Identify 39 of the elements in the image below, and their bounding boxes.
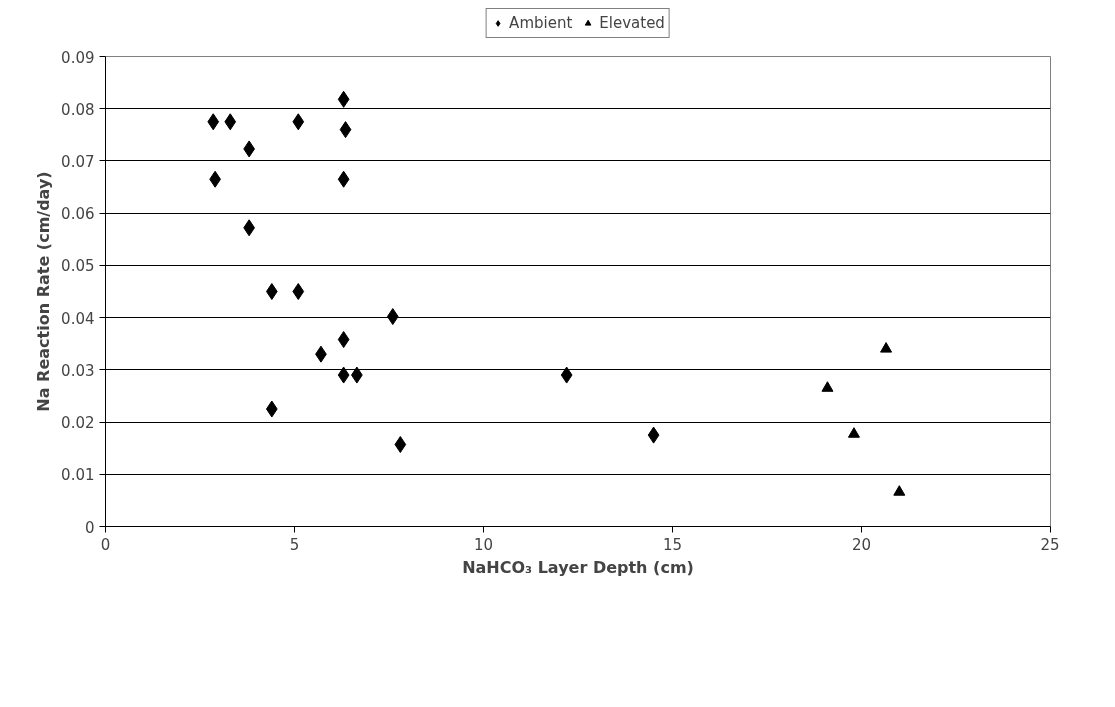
y-tick-label: 0.06 [61,205,95,224]
y-tick-label: 0.09 [61,48,95,67]
point [560,366,573,384]
point [337,90,350,108]
y-axis-title: Na Reaction Rate (cm/day) [34,171,54,412]
legend-label: Elevated [599,14,665,32]
point [337,170,350,188]
point [880,342,893,353]
x-tick-label: 25 [1040,535,1060,554]
y-tick-label: 0.04 [61,309,95,328]
y-tick-label: 0.01 [61,466,95,485]
x-tick-label: 5 [289,535,300,554]
point [265,283,278,300]
x-tick-label: 20 [851,535,872,554]
point [337,331,350,349]
point [847,427,860,438]
y-tick-label: 0.03 [61,361,95,380]
x-axis-title: NaHCO₃ Layer Depth (cm) [462,557,694,577]
y-tick-label: 0.05 [61,257,95,276]
point [647,426,660,444]
point [292,283,305,300]
x-tick-label: 15 [662,535,683,554]
y-tick-label: 0 [84,518,95,537]
point [292,113,305,131]
point [893,485,906,496]
point [207,113,220,131]
point [386,308,399,326]
point [339,121,352,139]
legend-label: Ambient [509,14,573,32]
point [821,381,834,392]
x-tick-label: 10 [473,535,494,554]
point [265,400,278,418]
point [224,113,237,131]
point [394,436,407,454]
point [337,366,350,384]
x-tick-label: 0 [100,535,111,554]
y-tick-label: 0.08 [61,100,95,119]
y-tick-label: 0.07 [61,152,95,171]
y-tick-label: 0.02 [61,414,95,433]
